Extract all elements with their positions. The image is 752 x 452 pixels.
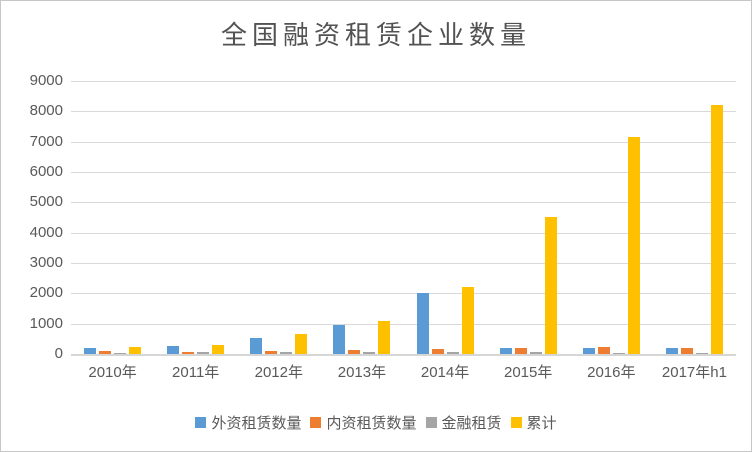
bar-金融租赁-2010年 [114,353,127,354]
bar-group-2013年 [320,81,403,354]
bar-group-2017年h1 [653,81,736,354]
legend-item-金融租赁: 金融租赁 [425,412,502,433]
gridline-5000 [71,202,736,204]
y-tick-label-4000: 4000 [29,223,63,241]
bar-累计-2014年 [461,287,474,354]
legend-marker-icon [510,417,522,428]
x-tick-label-2012年: 2012年 [254,364,303,381]
legend-label: 金融租赁 [441,415,502,432]
bar-累计-2010年 [129,347,142,354]
bar-累计-2016年 [627,137,640,354]
gridline-7000 [71,141,736,143]
legend-marker-icon [195,417,207,428]
bar-累计-2012年 [295,334,308,354]
y-tick-label-6000: 6000 [29,163,63,180]
y-tick-label-3000: 3000 [29,254,63,271]
bar-累计-2011年 [212,345,225,354]
bar-group-2010年 [71,81,154,354]
bar-外资租赁数量-2013年 [333,325,346,354]
x-tick-label-2013年: 2013年 [337,364,387,381]
bar-累计-2013年 [378,321,391,354]
bar-内资租赁数量-2010年 [99,351,112,354]
y-tick-label-9000: 9000 [29,72,63,89]
bar-外资租赁数量-2017年h1 [665,348,678,354]
bar-金融租赁-2015年 [529,352,542,354]
bar-金融租赁-2012年 [280,352,293,354]
y-tick-label-7000: 7000 [29,132,63,150]
bar-groups [71,81,736,354]
gridline-3000 [71,263,736,264]
bar-内资租赁数量-2017年h1 [680,348,693,354]
bar-内资租赁数量-2016年 [597,347,610,354]
bar-外资租赁数量-2014年 [416,293,429,354]
bar-金融租赁-2014年 [446,352,459,354]
bar-外资租赁数量-2015年 [499,348,512,354]
bar-外资租赁数量-2011年 [167,346,180,354]
y-tick-label-8000: 8000 [29,102,63,120]
x-tick-label-2011年: 2011年 [172,364,220,381]
gridline-9000 [71,81,736,82]
legend-marker-icon [310,417,322,428]
y-tick-label-1000: 1000 [29,314,63,332]
bar-金融租赁-2017年h1 [695,353,708,354]
bar-group-2014年 [404,81,487,354]
bar-外资租赁数量-2010年 [84,348,97,354]
y-tick-label-2000: 2000 [29,284,63,302]
y-axis: 0 1000 2000 3000 4000 5000 6000 7000 8000 9000 [1,73,63,362]
gridline-6000 [71,172,736,173]
x-axis: 2010年 2011年 2012年 2013年 2014年 2015年 2016年 2017年… [71,361,736,382]
bar-累计-2015年 [544,217,557,354]
gridline-1000 [71,323,736,325]
legend-item-累计: 累计 [510,412,557,433]
bar-金融租赁-2016年 [612,353,625,354]
x-tick-label-2016年: 2016年 [587,364,636,381]
y-tick-label-0: 0 [54,345,63,362]
bar-金融租赁-2011年 [197,352,210,354]
bar-累计-2017年h1 [710,105,723,354]
x-tick-label-2017年h1: 2017年h1 [661,364,727,381]
bar-group-2016年 [570,81,653,354]
legend-marker-icon [425,417,437,428]
gridline-2000 [71,293,736,295]
bar-内资租赁数量-2012年 [265,351,278,354]
bar-内资租赁数量-2015年 [514,348,527,354]
chart-title: 全国融资租赁企业数量 [220,20,531,50]
gridline-4000 [71,232,736,234]
x-tick-label-2010年: 2010年 [88,364,137,381]
legend-item-内资租赁数量: 内资租赁数量 [310,412,417,433]
gridline-8000 [71,111,736,113]
bar-外资租赁数量-2016年 [582,348,595,354]
legend-label: 累计 [526,415,557,432]
legend: 外资租赁数量 内资租赁数量 金融租赁 累计 [1,412,751,433]
bar-内资租赁数量-2013年 [348,350,361,354]
x-tick-label-2014年: 2014年 [420,364,470,381]
bar-group-2012年 [237,81,320,354]
legend-label: 外资租赁数量 [211,415,302,432]
bar-金融租赁-2013年 [363,352,376,354]
bar-外资租赁数量-2012年 [250,338,263,354]
bar-group-2011年 [154,81,237,354]
bar-group-2015年 [487,81,570,354]
y-tick-label-5000: 5000 [29,193,63,211]
x-tick-label-2015年: 2015年 [504,364,553,381]
bar-内资租赁数量-2011年 [182,352,195,354]
legend-item-外资租赁数量: 外资租赁数量 [195,412,301,433]
bar-内资租赁数量-2014年 [431,349,444,354]
plot-area [71,81,736,356]
legend-label: 内资租赁数量 [326,415,417,432]
